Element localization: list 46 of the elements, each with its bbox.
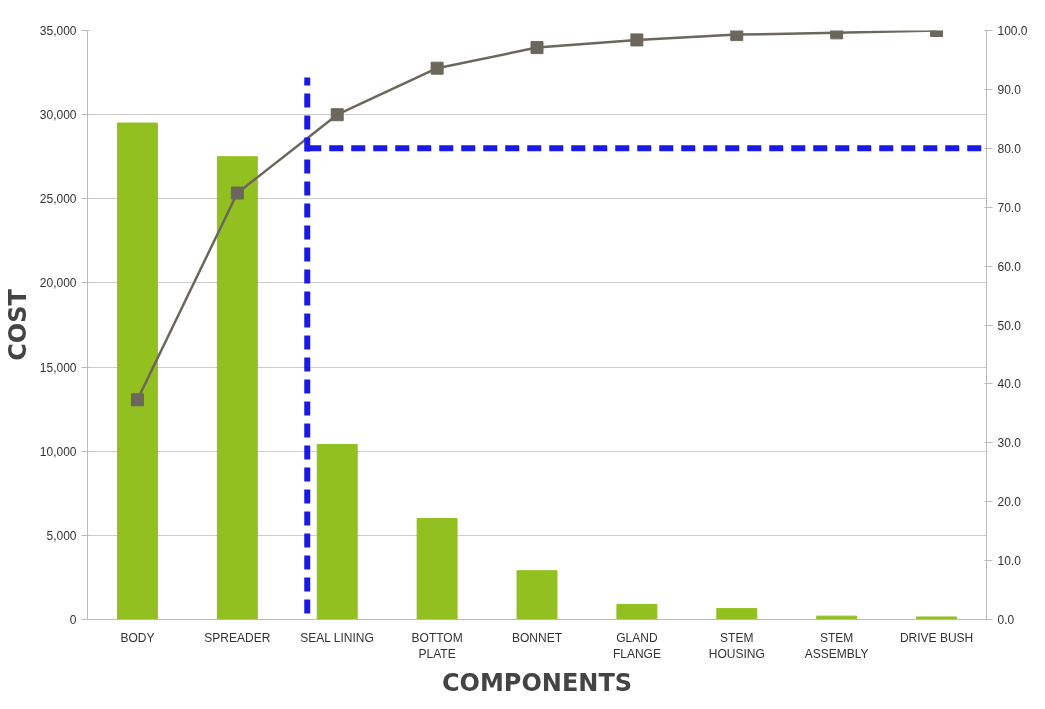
y-tick-label: 30,000 (39, 108, 77, 123)
y-tick-label: 25,000 (39, 192, 77, 207)
bar (216, 156, 258, 620)
bar (516, 570, 558, 620)
y-tick-label: 10,000 (39, 444, 77, 459)
bar (716, 608, 758, 620)
y-tick-label: 35,000 (39, 24, 77, 38)
y2-tick-label: 80.0 (997, 141, 1022, 156)
x-tick-label: GLAND FLANGE (612, 630, 661, 662)
point (630, 33, 644, 47)
y-tick-label: 20,000 (39, 276, 77, 291)
x-tick-label: BONNET (512, 630, 563, 645)
y-axis-title: COST (3, 288, 32, 361)
x-tick-label: STEM HOUSING (708, 630, 765, 662)
y2-tick-label: 60.0 (997, 259, 1022, 274)
bar (116, 122, 158, 620)
x-axis-title: COMPONENTS (441, 669, 633, 698)
point (330, 108, 344, 122)
x-tick-label: BODY (120, 630, 155, 645)
x-tick-label: DRIVE BUSH (899, 630, 974, 645)
bar (416, 518, 458, 620)
x-tick-label: STEM ASSEMBLY (804, 630, 869, 662)
x-tick-label: BOTTOM PLATE (411, 630, 463, 662)
y2-tick-label: 0.0 (997, 613, 1015, 627)
y2-tick-label: 100.0 (997, 24, 1028, 38)
point (730, 30, 744, 42)
point (130, 393, 144, 407)
bar (816, 615, 858, 620)
point (530, 41, 544, 55)
y2-tick-label: 40.0 (997, 377, 1022, 392)
y2-tick-label: 50.0 (997, 318, 1022, 333)
x-tick-label: SEAL LINING (300, 630, 374, 645)
y2-tick-label: 10.0 (997, 554, 1022, 569)
bar (616, 603, 658, 620)
x-tick-label: SPREADER (204, 630, 271, 645)
bar (916, 616, 958, 620)
y2-tick-label: 30.0 (997, 436, 1022, 451)
point (230, 186, 244, 200)
y-tick-label: 5,000 (46, 528, 77, 543)
y-tick-label: 0 (69, 613, 77, 627)
y2-tick-label: 90.0 (997, 82, 1022, 97)
y-tick-label: 15,000 (39, 360, 77, 375)
point (430, 61, 444, 75)
y2-tick-label: 70.0 (997, 200, 1022, 215)
y2-tick-label: 20.0 (997, 495, 1022, 510)
bar (316, 443, 358, 620)
